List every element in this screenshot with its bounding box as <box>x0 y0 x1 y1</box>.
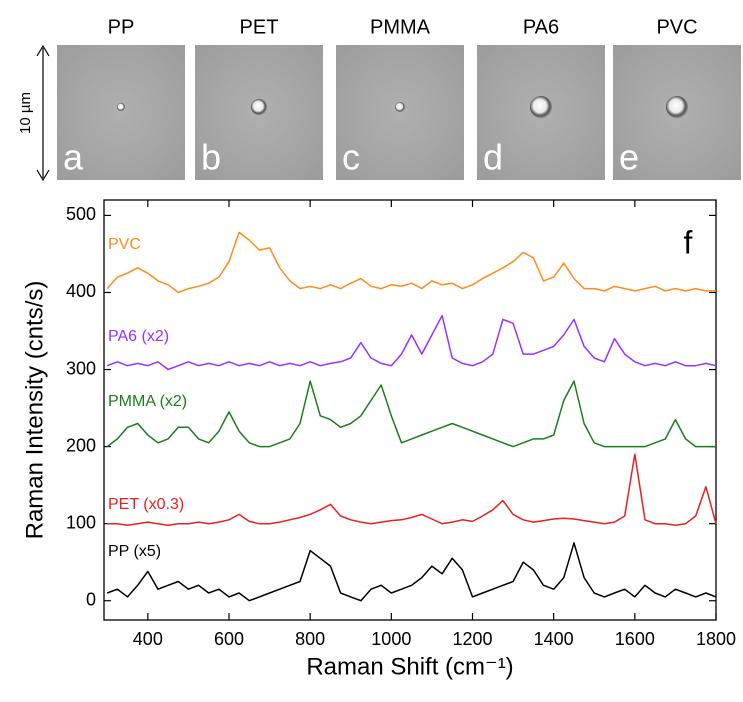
particle <box>530 96 552 118</box>
series-label: PET (x0.3) <box>108 496 184 513</box>
spectrum-line <box>106 542 717 602</box>
panel-letter: a <box>63 137 84 178</box>
panel-label: f <box>684 224 693 260</box>
panel-title: PA6 <box>523 16 559 38</box>
series-label: PA6 (x2) <box>108 328 169 345</box>
x-tick-label: 1600 <box>615 629 655 649</box>
series-label: PMMA (x2) <box>108 393 187 410</box>
particle <box>251 99 267 115</box>
series-label: PVC <box>108 236 141 253</box>
panel-letter: c <box>342 137 360 178</box>
scale-label: 10 µm <box>17 92 34 134</box>
y-tick-label: 100 <box>66 512 96 532</box>
y-tick-label: 300 <box>66 358 96 378</box>
x-tick-label: 1000 <box>371 629 411 649</box>
spectrum-line <box>107 453 717 526</box>
panel-letter: d <box>483 137 503 178</box>
particle <box>666 96 688 118</box>
y-tick-label: 200 <box>66 435 96 455</box>
particle <box>395 102 405 112</box>
panel-title: PET <box>240 16 279 38</box>
plot-frame <box>103 199 717 621</box>
y-tick-label: 0 <box>86 589 96 609</box>
panel-title: PMMA <box>370 16 431 38</box>
y-tick-label: 500 <box>66 204 96 224</box>
y-tick-label: 400 <box>66 281 96 301</box>
spectrum-line <box>106 231 716 294</box>
scale-arrows <box>36 44 50 182</box>
x-tick-label: 1400 <box>534 629 574 649</box>
spectrum-line <box>106 380 716 448</box>
particle <box>117 103 125 111</box>
panel-letter: b <box>201 137 221 178</box>
panel-title: PVC <box>656 16 697 38</box>
x-tick-label: 400 <box>133 629 163 649</box>
x-tick-label: 1200 <box>452 629 492 649</box>
x-axis-title: Raman Shift (cm⁻¹) <box>306 653 513 680</box>
x-tick-label: 600 <box>214 629 244 649</box>
panel-title: PP <box>108 16 135 38</box>
y-axis-title: Raman Intensity (cnts/s) <box>21 281 48 540</box>
micrograph <box>57 45 185 180</box>
micrograph <box>336 45 464 180</box>
panel-letter: e <box>619 137 639 178</box>
series-label: PP (x5) <box>108 543 161 560</box>
x-tick-label: 1800 <box>696 629 736 649</box>
spectrum-line <box>106 314 717 371</box>
x-tick-label: 800 <box>295 629 325 649</box>
